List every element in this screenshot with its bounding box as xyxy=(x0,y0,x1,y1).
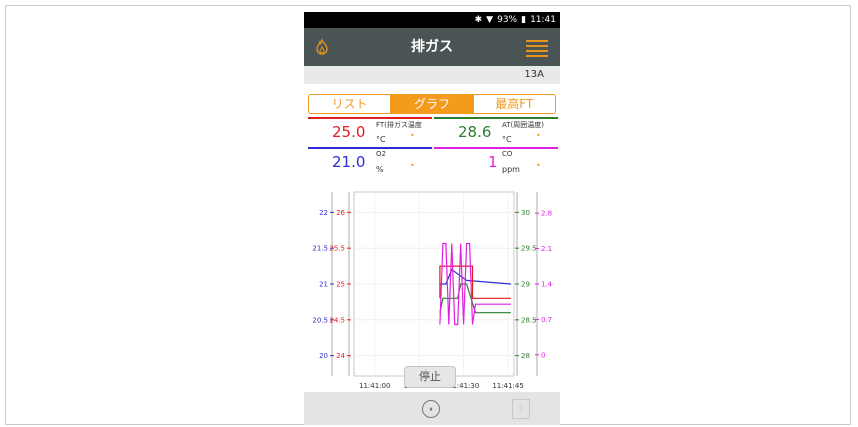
tab-max-ft[interactable]: 最高FT xyxy=(472,95,555,113)
ft-value: 25.0 xyxy=(332,123,366,141)
at-unit: °C xyxy=(502,135,512,144)
o2-value: 21.0 xyxy=(332,153,366,171)
y-tick-label: 0 xyxy=(541,351,545,359)
y-tick-label: 26 xyxy=(336,209,345,217)
y-tick-label: 20 xyxy=(319,352,328,360)
y-tick-label: 29 xyxy=(521,281,530,289)
gas-type-bar: 13A xyxy=(304,66,560,84)
series-line xyxy=(439,265,511,299)
menu-icon[interactable] xyxy=(526,40,548,57)
y-tick-label: 28.5 xyxy=(521,316,537,324)
y-tick-label: 29.5 xyxy=(521,245,537,253)
at-dropdown-icon[interactable]: • xyxy=(536,131,541,140)
y-tick-label: 21 xyxy=(319,281,328,289)
y-tick-label: 25 xyxy=(336,281,345,289)
y-tick-label: 24.5 xyxy=(329,316,345,324)
co-dropdown-icon[interactable]: • xyxy=(536,161,541,170)
bottom-bar: ⏸ ⇧ xyxy=(304,392,560,425)
view-tabs: リスト グラフ 最高FT xyxy=(308,94,556,114)
measurement-at[interactable]: 28.6 AT(周囲温度) °C • xyxy=(434,117,558,147)
flame-icon[interactable] xyxy=(313,38,331,56)
o2-dropdown-icon[interactable]: • xyxy=(410,161,415,170)
ft-unit: °C xyxy=(376,135,386,144)
y-tick-label: 28 xyxy=(521,352,530,360)
ft-label: FT(排ガス温度 xyxy=(376,121,422,129)
ft-color-line xyxy=(308,117,432,119)
y-tick-label: 25.5 xyxy=(329,245,345,253)
bluetooth-icon: ✱ xyxy=(474,15,483,25)
share-icon[interactable]: ⇧ xyxy=(512,399,530,419)
wifi-icon: ▼ xyxy=(486,15,494,25)
measurement-ft[interactable]: 25.0 FT(排ガス温度 °C • xyxy=(308,117,432,147)
series-line xyxy=(439,283,511,314)
trend-chart[interactable]: 11:41:0011:41:1511:41:3011:41:452221.521… xyxy=(304,178,560,392)
app-bar: 排ガス xyxy=(304,28,560,66)
o2-label: O2 xyxy=(376,150,386,158)
measurement-o2[interactable]: 21.0 O2 % • xyxy=(308,147,432,177)
o2-unit: % xyxy=(376,165,384,174)
tab-list[interactable]: リスト xyxy=(309,95,391,113)
at-color-line xyxy=(434,117,558,119)
pause-icon[interactable]: ⏸ xyxy=(422,400,440,418)
status-bar: ✱ ▼ 93% ▮ 11:41 xyxy=(304,12,560,28)
y-tick-label: 21.5 xyxy=(312,245,328,253)
measurement-co[interactable]: 1 CO ppm • xyxy=(434,147,558,177)
x-tick-label: 11:41:45 xyxy=(492,382,523,390)
series-line xyxy=(439,268,512,285)
series-line xyxy=(439,242,511,326)
y-tick-label: 20.5 xyxy=(312,316,328,324)
y-tick-label: 22 xyxy=(319,209,328,217)
y-tick-label: 0.7 xyxy=(541,316,552,324)
x-tick-label: 11:41:00 xyxy=(359,382,390,390)
y-tick-label: 30 xyxy=(521,209,530,217)
phone-screen: ✱ ▼ 93% ▮ 11:41 排ガス 13A リスト グラフ 最高FT 25.… xyxy=(304,12,560,425)
x-tick-label: 11:41:30 xyxy=(448,382,479,390)
co-value: 1 xyxy=(488,153,498,171)
clock: 11:41 xyxy=(530,15,556,25)
stop-button[interactable]: 停止 xyxy=(404,366,456,388)
y-tick-label: 2.1 xyxy=(541,245,552,253)
co-color-line xyxy=(434,147,558,149)
battery-percent: 93% xyxy=(497,15,518,25)
gas-type: 13A xyxy=(524,69,544,80)
page-title: 排ガス xyxy=(411,39,453,55)
o2-color-line xyxy=(308,147,432,149)
co-label: CO xyxy=(502,150,513,158)
ft-dropdown-icon[interactable]: • xyxy=(410,131,415,140)
at-label: AT(周囲温度) xyxy=(502,121,544,129)
at-value: 28.6 xyxy=(458,123,492,141)
co-unit: ppm xyxy=(502,165,520,174)
y-tick-label: 24 xyxy=(336,352,345,360)
y-tick-label: 2.8 xyxy=(541,210,552,218)
battery-icon: ▮ xyxy=(521,15,527,25)
tab-graph[interactable]: グラフ xyxy=(390,95,473,113)
y-tick-label: 1.4 xyxy=(541,281,553,289)
